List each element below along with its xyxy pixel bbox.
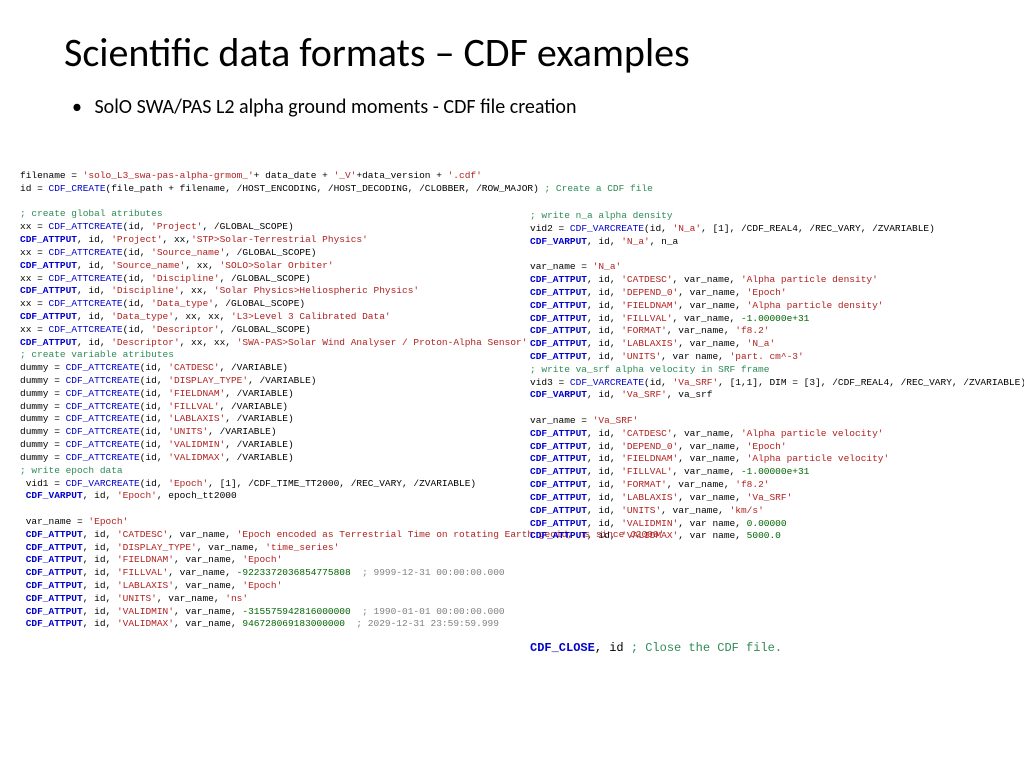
- code-right-column: ; write n_a alpha density vid2 = CDF_VAR…: [530, 210, 1010, 543]
- slide-title: Scientific data formats – CDF examples: [0, 0, 1024, 77]
- code-left-column: filename = 'solo_L3_swa-pas-alpha-grmom_…: [20, 170, 560, 631]
- code-block: filename = 'solo_L3_swa-pas-alpha-grmom_…: [20, 170, 1004, 221]
- close-line: CDF_CLOSE, id ; Close the CDF file.: [530, 640, 782, 656]
- bullet-line: SolO SWA/PAS L2 alpha ground moments - C…: [0, 77, 1024, 119]
